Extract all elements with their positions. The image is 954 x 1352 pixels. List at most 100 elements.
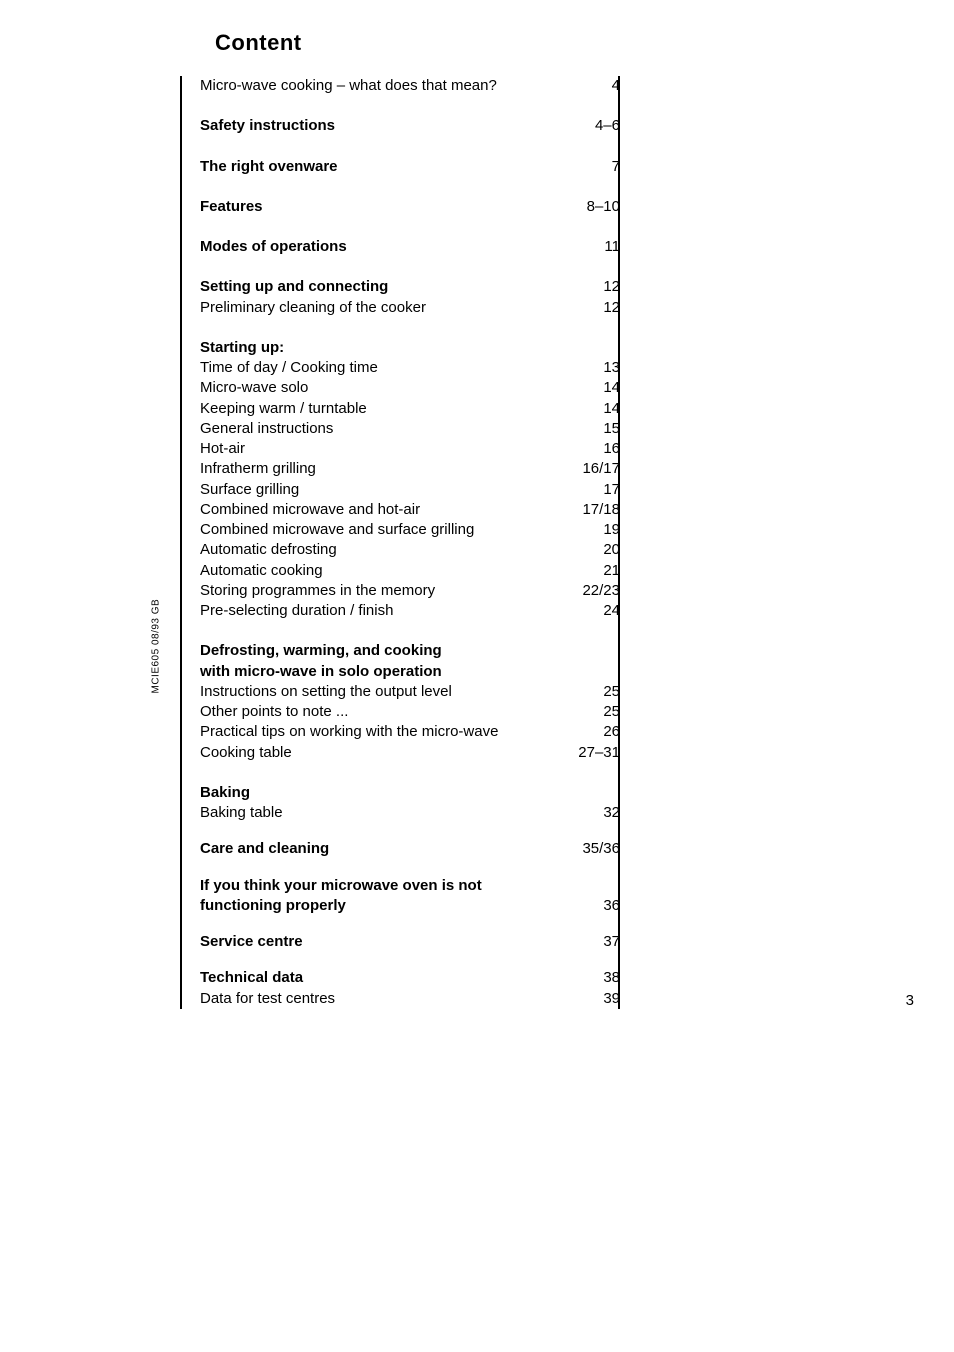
toc-label: Technical data xyxy=(200,968,565,988)
toc-label: Care and cleaning xyxy=(200,839,565,859)
toc-row: The right ovenware7 xyxy=(200,157,620,177)
toc-label: Micro-wave solo xyxy=(200,378,565,398)
toc-label: Combined microwave and surface grilling xyxy=(200,520,565,540)
toc-page: 36 xyxy=(565,896,620,916)
section-gap xyxy=(200,952,620,968)
toc-page: 25 xyxy=(565,682,620,702)
toc-row: Setting up and connecting12 xyxy=(200,277,620,297)
toc-label: Safety instructions xyxy=(200,116,565,136)
toc-label: Service centre xyxy=(200,932,565,952)
toc-label: Hot-air xyxy=(200,439,565,459)
toc-row: Automatic defrosting20 xyxy=(200,540,620,560)
toc-page: 12 xyxy=(565,277,620,297)
right-border xyxy=(618,76,620,1009)
sidebar-label: MCIE605 08/93 GB xyxy=(151,599,162,694)
toc-page: 12 xyxy=(565,298,620,318)
toc-row: Pre-selecting duration / finish24 xyxy=(200,601,620,621)
toc-row: Instructions on setting the output level… xyxy=(200,682,620,702)
toc-page: 32 xyxy=(565,803,620,823)
toc-label: Cooking table xyxy=(200,743,565,763)
section-gap xyxy=(200,763,620,783)
toc-page: 17 xyxy=(565,480,620,500)
toc-row: Micro-wave solo14 xyxy=(200,378,620,398)
toc-label: Defrosting, warming, and cooking xyxy=(200,641,565,661)
toc-page: 35/36 xyxy=(565,839,620,859)
toc-row: General instructions15 xyxy=(200,419,620,439)
toc-label: If you think your microwave oven is not xyxy=(200,876,565,896)
toc-row: Storing programmes in the memory22/23 xyxy=(200,581,620,601)
toc-label: Automatic defrosting xyxy=(200,540,565,560)
toc-page: 38 xyxy=(565,968,620,988)
toc-page: 16/17 xyxy=(565,459,620,479)
toc-label: Baking xyxy=(200,783,565,803)
toc-label: Micro-wave cooking – what does that mean… xyxy=(200,76,565,96)
toc-row: Starting up: xyxy=(200,338,620,358)
toc-row: Infratherm grilling16/17 xyxy=(200,459,620,479)
toc-label: Infratherm grilling xyxy=(200,459,565,479)
toc-row: with micro-wave in solo operation xyxy=(200,662,620,682)
toc-label: Automatic cooking xyxy=(200,561,565,581)
toc-row: If you think your microwave oven is not xyxy=(200,876,620,896)
toc-row: Practical tips on working with the micro… xyxy=(200,722,620,742)
page-container: Content Micro-wave cooking – what does t… xyxy=(0,0,954,1039)
toc-row: Cooking table27–31 xyxy=(200,743,620,763)
section-gap xyxy=(200,137,620,157)
toc-page: 13 xyxy=(565,358,620,378)
page-number: 3 xyxy=(906,992,914,1009)
toc-label: Pre-selecting duration / finish xyxy=(200,601,565,621)
toc-row: Hot-air16 xyxy=(200,439,620,459)
toc-row: Time of day / Cooking time13 xyxy=(200,358,620,378)
toc-label: Time of day / Cooking time xyxy=(200,358,565,378)
toc-page: 16 xyxy=(565,439,620,459)
toc-page: 17/18 xyxy=(565,500,620,520)
content-area: Micro-wave cooking – what does that mean… xyxy=(180,76,894,1009)
toc-page: 39 xyxy=(565,989,620,1009)
toc-label: functioning properly xyxy=(200,896,565,916)
toc-label: Starting up: xyxy=(200,338,565,358)
toc-label: with micro-wave in solo operation xyxy=(200,662,565,682)
toc-row: Surface grilling17 xyxy=(200,480,620,500)
toc-row: Features8–10 xyxy=(200,197,620,217)
toc-label: Combined microwave and hot-air xyxy=(200,500,565,520)
toc-label: Instructions on setting the output level xyxy=(200,682,565,702)
toc-page: 25 xyxy=(565,702,620,722)
toc-label: Practical tips on working with the micro… xyxy=(200,722,565,742)
toc-label: Setting up and connecting xyxy=(200,277,565,297)
toc-page: 14 xyxy=(565,378,620,398)
toc-label: Storing programmes in the memory xyxy=(200,581,565,601)
left-border xyxy=(180,76,182,1009)
section-gap xyxy=(200,621,620,641)
section-gap xyxy=(200,860,620,876)
toc-row: Care and cleaning35/36 xyxy=(200,839,620,859)
toc-row: Technical data38 xyxy=(200,968,620,988)
toc-page: 4–6 xyxy=(565,116,620,136)
toc-page: 24 xyxy=(565,601,620,621)
toc-label: Modes of operations xyxy=(200,237,565,257)
toc-label: Surface grilling xyxy=(200,480,565,500)
toc-label: Features xyxy=(200,197,565,217)
toc-page: 14 xyxy=(565,399,620,419)
toc-row: Baking xyxy=(200,783,620,803)
section-gap xyxy=(200,257,620,277)
toc-page: 21 xyxy=(565,561,620,581)
toc-label: Other points to note ... xyxy=(200,702,565,722)
toc-row: Baking table32 xyxy=(200,803,620,823)
toc-label: Data for test centres xyxy=(200,989,565,1009)
section-gap xyxy=(200,217,620,237)
toc-row: Data for test centres39 xyxy=(200,989,620,1009)
toc-label: General instructions xyxy=(200,419,565,439)
toc-page: 26 xyxy=(565,722,620,742)
toc-label: Preliminary cleaning of the cooker xyxy=(200,298,565,318)
toc-row: Micro-wave cooking – what does that mean… xyxy=(200,76,620,96)
section-gap xyxy=(200,96,620,116)
toc-label: Baking table xyxy=(200,803,565,823)
toc-page: 37 xyxy=(565,932,620,952)
toc-page: 22/23 xyxy=(565,581,620,601)
section-gap xyxy=(200,823,620,839)
toc-row: Service centre37 xyxy=(200,932,620,952)
toc-row: Modes of operations11 xyxy=(200,237,620,257)
toc-page: 8–10 xyxy=(565,197,620,217)
toc-label: Keeping warm / turntable xyxy=(200,399,565,419)
section-gap xyxy=(200,916,620,932)
toc-page: 11 xyxy=(565,237,620,257)
